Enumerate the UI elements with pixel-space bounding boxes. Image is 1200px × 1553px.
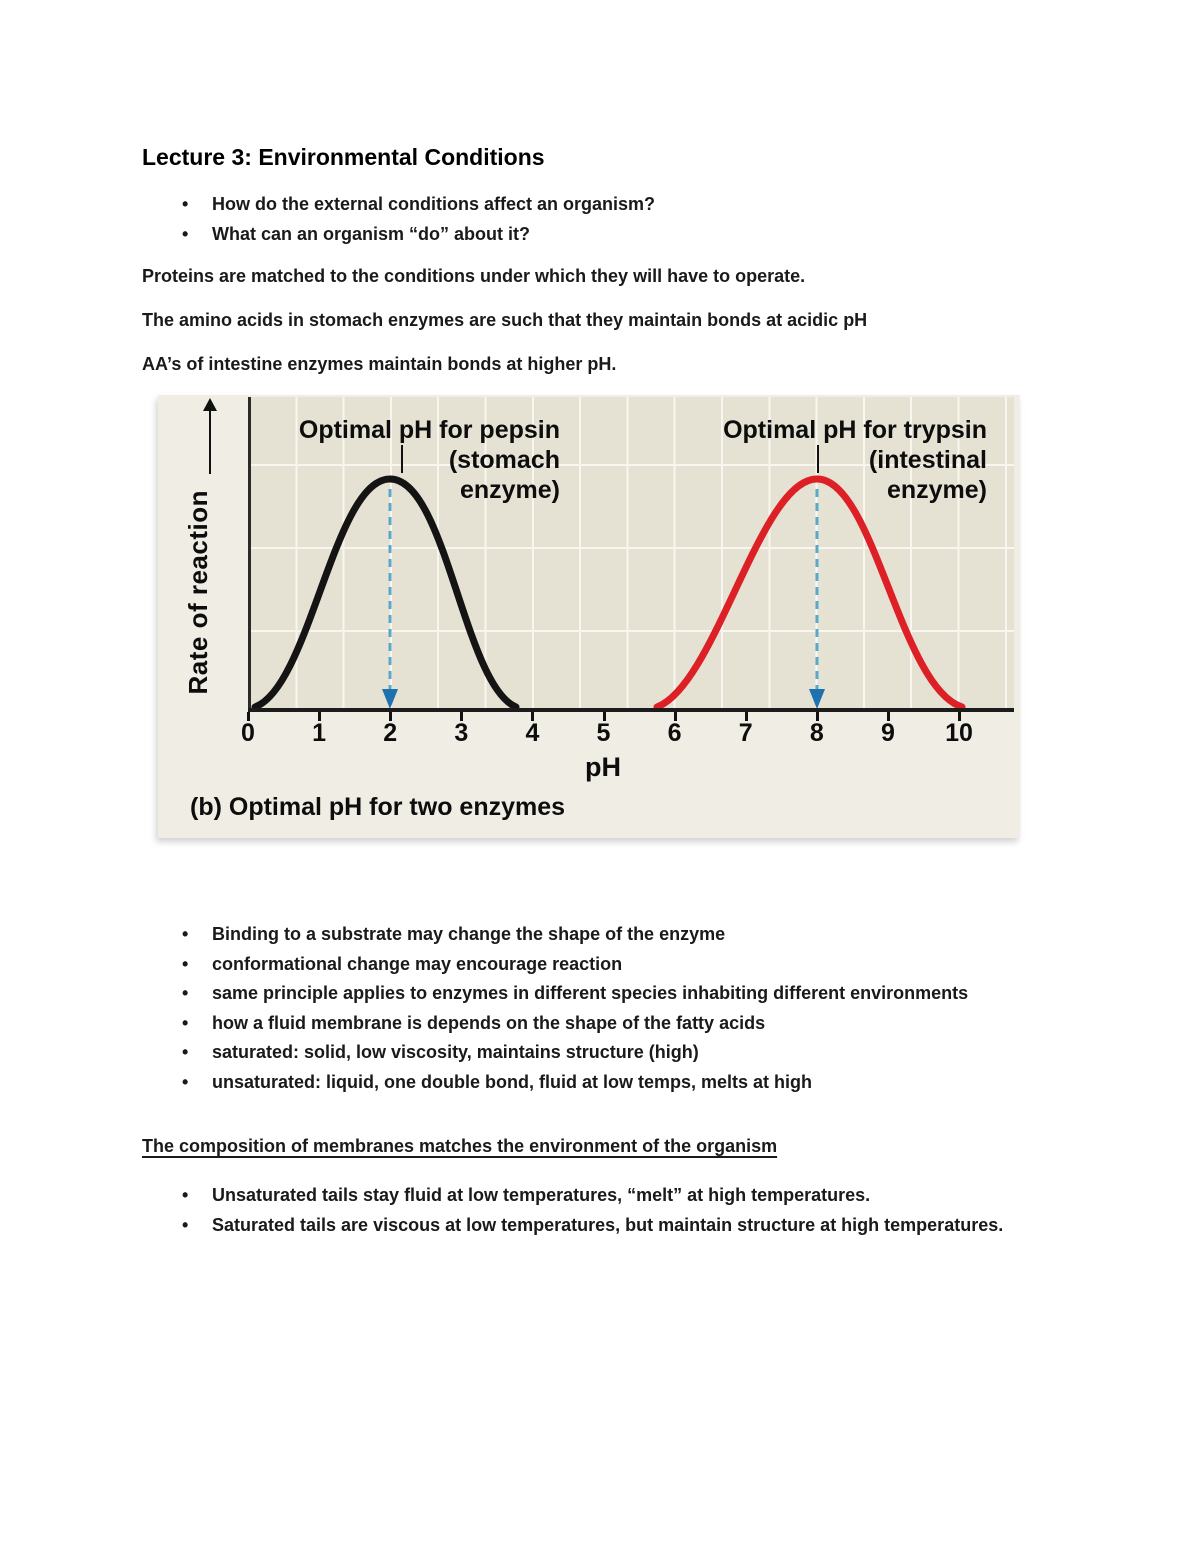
- x-tick-label: 0: [241, 719, 255, 747]
- paragraph-intestine-enzymes: AA’s of intestine enzymes maintain bonds…: [142, 354, 617, 374]
- intro-bullet-item: How do the external conditions affect an…: [178, 190, 1078, 220]
- pepsin-label-line1: Optimal pH for pepsin: [298, 416, 560, 444]
- x-tick-mark: [602, 712, 606, 721]
- enzyme-curves-plot: [251, 475, 966, 709]
- mid-bullet-item: how a fluid membrane is depends on the s…: [178, 1009, 1083, 1039]
- plot-area: [251, 397, 1014, 708]
- x-tick-label: 2: [383, 719, 398, 747]
- x-tick-label: 9: [880, 719, 895, 747]
- pepsin-optimal-ph-arrowhead: [382, 689, 398, 709]
- x-tick-mark: [958, 712, 961, 721]
- membrane-section-heading: The composition of membranes matches the…: [142, 1136, 778, 1156]
- paragraph-stomach-enzymes: The amino acids in stomach enzymes are s…: [142, 310, 868, 330]
- x-tick-label: 7: [738, 719, 753, 747]
- intro-bullet-item: What can an organism “do” about it?: [178, 220, 1078, 250]
- trypsin-curve-label: Optimal pH for trypsin (intestinal enzym…: [647, 415, 987, 505]
- x-axis-ticks: 0 1 2 3 4 5 6 7 8 9 10: [158, 395, 1020, 838]
- intro-bullet-list: How do the external conditions affect an…: [178, 190, 1078, 249]
- trypsin-label-line1: Optimal pH for trypsin: [723, 416, 987, 444]
- pepsin-curve: [251, 475, 520, 709]
- x-tick-mark: [318, 712, 322, 721]
- y-axis-line: [248, 397, 251, 710]
- page-title: Lecture 3: Environmental Conditions: [142, 144, 545, 170]
- x-tick-label: 4: [525, 719, 540, 747]
- end-bullet-item: Unsaturated tails stay fluid at low temp…: [178, 1180, 1038, 1210]
- y-axis-arrow-line: [209, 410, 211, 474]
- x-tick-mark: [247, 712, 250, 721]
- mid-bullet-item: Binding to a substrate may change the sh…: [178, 920, 1083, 950]
- trypsin-optimal-ph-arrowhead: [809, 689, 825, 709]
- x-tick-mark: [389, 712, 393, 721]
- trypsin-label-connector-line: [817, 445, 819, 473]
- x-tick-mark: [460, 712, 464, 721]
- x-axis-title: pH: [585, 752, 621, 782]
- x-tick-mark: [744, 712, 748, 721]
- figure-caption: (b) Optimal pH for two enzymes: [190, 793, 566, 821]
- trypsin-curve: [653, 475, 966, 709]
- x-tick-mark: [886, 712, 890, 721]
- x-axis-line: [248, 708, 1014, 712]
- mid-bullet-item: conformational change may encourage reac…: [178, 950, 1083, 980]
- trypsin-label-line2: (intestinal: [868, 446, 987, 474]
- x-tick-label: 6: [667, 719, 682, 747]
- x-tick-label: 8: [809, 719, 824, 747]
- pepsin-curve-label: Optimal pH for pepsin (stomach enzyme): [220, 415, 560, 505]
- x-tick-mark: [531, 712, 535, 721]
- mid-bullet-item: unsaturated: liquid, one double bond, fl…: [178, 1068, 1083, 1098]
- optimal-ph-figure: Optimal pH for pepsin (stomach enzyme) O…: [158, 395, 1020, 838]
- trypsin-label-line3: enzyme): [886, 476, 987, 504]
- pepsin-label-line3: enzyme): [459, 476, 560, 504]
- x-tick-label: 10: [945, 719, 973, 747]
- enzyme-membrane-bullet-list: Binding to a substrate may change the sh…: [178, 920, 1083, 1098]
- x-tick-mark: [673, 712, 677, 721]
- mid-bullet-item: saturated: solid, low viscosity, maintai…: [178, 1038, 1083, 1068]
- pepsin-label-connector-line: [401, 445, 403, 473]
- y-axis-arrow-head-icon: [203, 398, 217, 411]
- paragraph-proteins: Proteins are matched to the conditions u…: [142, 266, 806, 286]
- x-tick-label: 1: [312, 719, 327, 747]
- x-tick-label: 3: [454, 719, 469, 747]
- mid-bullet-item: same principle applies to enzymes in dif…: [178, 979, 1083, 1009]
- end-bullet-item: Saturated tails are viscous at low tempe…: [178, 1210, 1038, 1240]
- membrane-tails-bullet-list: Unsaturated tails stay fluid at low temp…: [178, 1180, 1038, 1240]
- pepsin-label-line2: (stomach: [448, 446, 560, 474]
- x-tick-mark: [815, 712, 819, 721]
- x-tick-label: 5: [596, 719, 611, 747]
